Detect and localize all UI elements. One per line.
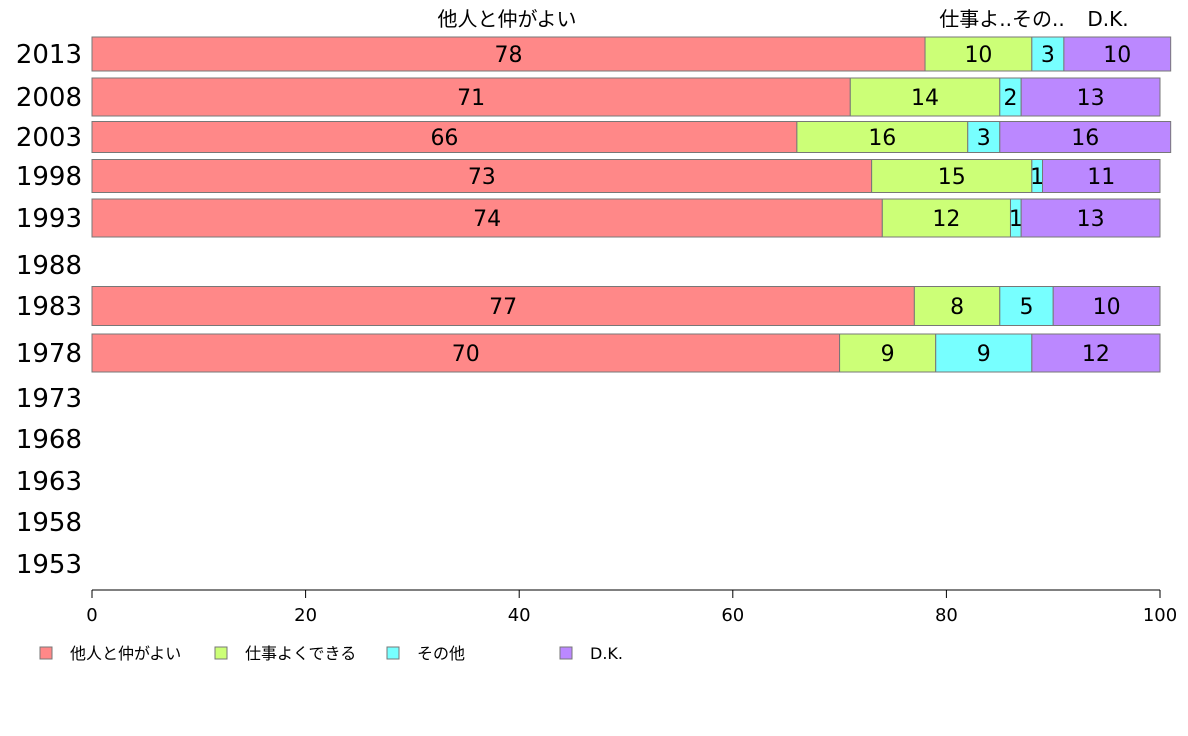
year-label-2003: 2003 — [16, 123, 82, 153]
bar-2003-series-1 — [796, 121, 969, 153]
bar-1993-series-0 — [91, 198, 883, 238]
bar-1993-series-3 — [1020, 198, 1161, 238]
value-label-2003-series-3: 16 — [1071, 126, 1099, 151]
top-label-2: D.K. — [1087, 7, 1128, 31]
value-label-2008-series-2: 2 — [1003, 86, 1017, 111]
value-label-1993-series-3: 13 — [1077, 207, 1105, 232]
value-label-1993-series-1: 12 — [932, 207, 960, 232]
legend-label-1: 仕事よくできる — [245, 644, 356, 663]
value-label-2003-series-1: 16 — [868, 126, 896, 151]
legend-swatch-3 — [559, 646, 573, 660]
bar-2013-series-3 — [1063, 36, 1172, 72]
value-label-1978-series-1: 9 — [881, 342, 895, 367]
value-label-2003-series-2: 3 — [977, 126, 991, 151]
x-tick-label-80: 80 — [935, 605, 958, 626]
legend-label-2: その他 — [417, 644, 465, 663]
year-label-1998: 1998 — [16, 162, 82, 192]
value-label-1993-series-2: 1 — [1009, 207, 1023, 232]
year-label-1968: 1968 — [16, 425, 82, 455]
x-tick-label-40: 40 — [508, 605, 531, 626]
value-label-2013-series-0: 78 — [495, 43, 523, 68]
bar-1983-series-0 — [91, 286, 915, 326]
x-tick-label-0: 0 — [86, 605, 97, 626]
year-label-1953: 1953 — [16, 550, 82, 580]
year-label-1958: 1958 — [16, 508, 82, 538]
bar-1998-series-0 — [91, 159, 873, 193]
x-axis: 0 20 40 60 80 100 — [86, 589, 1177, 626]
legend-label-0: 他人と仲がよい — [70, 644, 181, 663]
value-label-2008-series-1: 14 — [911, 86, 939, 111]
value-label-1998-series-0: 73 — [468, 165, 496, 190]
year-label-1983: 1983 — [16, 292, 82, 322]
value-label-2008-series-0: 71 — [457, 86, 485, 111]
year-labels: 2013 2008 2003 1998 1993 1988 1983 1978 1973 1968… — [16, 40, 82, 580]
value-label-1983-series-2: 5 — [1020, 295, 1034, 320]
bar-1983-series-3 — [1052, 286, 1161, 326]
value-label-1983-series-0: 77 — [489, 295, 517, 320]
year-label-1973: 1973 — [16, 384, 82, 414]
bar-2003-series-3 — [999, 121, 1172, 153]
value-label-1978-series-3: 12 — [1082, 342, 1110, 367]
bar-1978-series-0 — [91, 333, 841, 373]
bar-1978-series-2 — [935, 333, 1033, 373]
value-label-1978-series-0: 70 — [452, 342, 480, 367]
value-label-1983-series-1: 8 — [950, 295, 964, 320]
value-label-1998-series-2: 1 — [1030, 165, 1044, 190]
value-label-1983-series-3: 10 — [1093, 295, 1121, 320]
legend: 他人と仲がよい 仕事よくできる その他 D.K. — [39, 644, 623, 663]
value-label-1993-series-0: 74 — [473, 207, 501, 232]
bar-2008-series-3 — [1020, 77, 1161, 117]
legend-swatch-2 — [386, 646, 400, 660]
value-label-2013-series-2: 3 — [1041, 43, 1055, 68]
year-label-1988: 1988 — [16, 251, 82, 281]
legend-swatch-0 — [39, 646, 53, 660]
year-label-1963: 1963 — [16, 467, 82, 497]
bar-1998-series-3 — [1042, 159, 1161, 193]
year-label-1993: 1993 — [16, 204, 82, 234]
bar-2008-series-0 — [91, 77, 851, 117]
value-label-2003-series-0: 66 — [430, 126, 458, 151]
bar-2003-series-0 — [91, 121, 798, 153]
bar-2003-series-2 — [967, 121, 1001, 153]
value-label-1978-series-2: 9 — [977, 342, 991, 367]
bar-2013-series-1 — [924, 36, 1033, 72]
top-label-0: 他人と仲がよい — [438, 7, 577, 31]
top-label-1: 仕事よ..その.. — [939, 7, 1064, 31]
legend-label-3: D.K. — [590, 644, 623, 663]
x-tick-label-100: 100 — [1143, 605, 1177, 626]
year-label-2008: 2008 — [16, 83, 82, 113]
x-tick-label-60: 60 — [721, 605, 744, 626]
top-series-labels: 他人と仲がよい 仕事よ..その.. D.K. — [438, 7, 1129, 31]
legend-swatch-1 — [214, 646, 228, 660]
value-label-2008-series-3: 13 — [1077, 86, 1105, 111]
bar-2013-series-2 — [1031, 36, 1065, 72]
bar-1998-series-1 — [871, 159, 1033, 193]
bar-1978-series-3 — [1031, 333, 1161, 373]
x-tick-label-20: 20 — [294, 605, 317, 626]
bar-1983-series-1 — [913, 286, 1001, 326]
bar-1993-series-1 — [881, 198, 1011, 238]
value-label-2013-series-1: 10 — [964, 43, 992, 68]
year-label-1978: 1978 — [16, 339, 82, 369]
value-label-2013-series-3: 10 — [1103, 43, 1131, 68]
bar-2013-series-0 — [91, 36, 926, 72]
value-label-1998-series-3: 11 — [1087, 165, 1115, 190]
year-label-2013: 2013 — [16, 40, 82, 70]
value-label-1998-series-1: 15 — [938, 165, 966, 190]
bar-2008-series-1 — [849, 77, 1001, 117]
